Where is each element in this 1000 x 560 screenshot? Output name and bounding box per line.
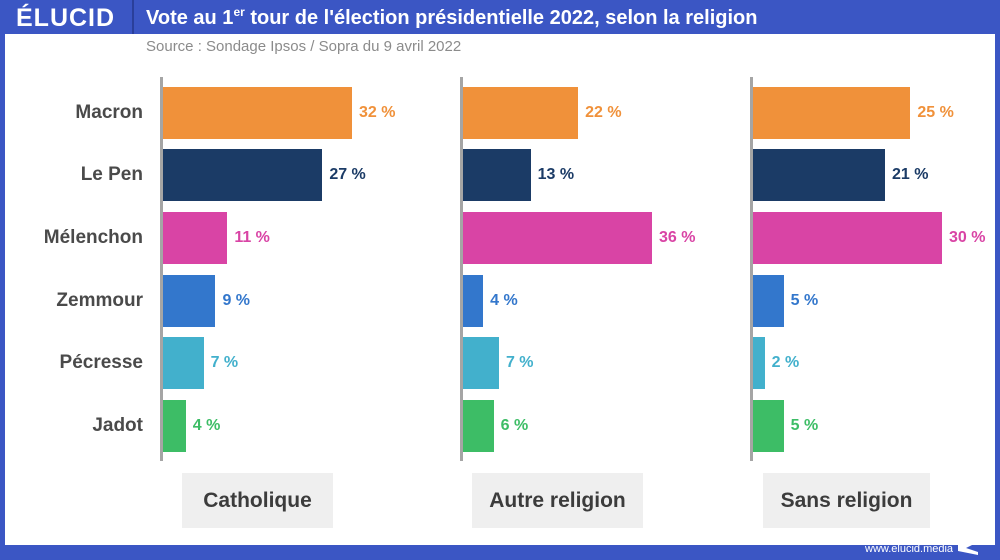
value-label-catholique-le-pen: 27 % [329,166,366,183]
value-label-sans-religion-macron: 25 % [917,104,954,121]
value-label-sans-religion-le-pen: 21 % [892,166,929,183]
candidate-label-melenchon: Mélenchon [43,227,143,248]
footer-url[interactable]: www.elucid.media [865,543,954,555]
bar-autre-religion-pecresse [462,337,499,389]
candidate-label-macron: Macron [75,102,143,123]
title-prefix: Vote au 1 [146,7,234,29]
bar-catholique-pecresse [162,337,204,389]
candidate-label-le-pen: Le Pen [80,164,143,185]
bar-sans-religion-le-pen [752,149,885,201]
bar-catholique-zemmour [162,275,216,327]
elucid-flag-icon [958,540,978,555]
candidate-label-pecresse: Pécresse [59,352,143,373]
candidate-label-zemmour: Zemmour [56,290,143,311]
candidate-label-jadot: Jadot [92,415,143,436]
panel-label-autre-religion: Autre religion [472,473,643,528]
chart-source: Source : Sondage Ipsos / Sopra du 9 avri… [146,38,462,55]
value-label-sans-religion-melenchon: 30 % [949,229,986,246]
panel-label-catholique: Catholique [182,473,333,528]
bar-autre-religion-macron [462,87,579,139]
bar-autre-religion-zemmour [462,275,484,327]
chart-title: Vote au 1er tour de l'élection président… [146,3,757,33]
bar-sans-religion-pecresse [752,337,765,389]
bar-sans-religion-zemmour [752,275,784,327]
title-superscript: er [233,5,245,19]
value-label-catholique-macron: 32 % [359,104,396,121]
bar-autre-religion-jadot [462,400,494,452]
elucid-logo: ÉLUCID [16,4,116,32]
bar-sans-religion-macron [752,87,911,139]
title-suffix: tour de l'élection présidentielle 2022, … [244,7,758,29]
axis-line-sans-religion [750,77,753,461]
value-label-autre-religion-pecresse: 7 % [505,354,534,371]
axis-line-catholique [160,77,163,461]
bar-sans-religion-jadot [752,400,784,452]
bar-catholique-macron [162,87,352,139]
value-label-catholique-zemmour: 9 % [222,292,251,309]
bar-autre-religion-melenchon [462,212,652,264]
value-label-autre-religion-jadot: 6 % [500,417,529,434]
panel-label-sans-religion: Sans religion [763,473,930,528]
value-label-sans-religion-pecresse: 2 % [771,354,800,371]
value-label-sans-religion-jadot: 5 % [790,417,819,434]
bar-autre-religion-le-pen [462,149,531,201]
value-label-catholique-melenchon: 11 % [234,229,270,246]
value-label-catholique-jadot: 4 % [192,417,221,434]
value-label-sans-religion-zemmour: 5 % [790,292,819,309]
value-label-catholique-pecresse: 7 % [210,354,239,371]
bar-catholique-le-pen [162,149,323,201]
header-bar: ÉLUCID Vote au 1er tour de l'élection pr… [0,0,1000,36]
value-label-autre-religion-melenchon: 36 % [659,229,696,246]
bar-sans-religion-melenchon [752,212,942,264]
logo-divider [132,0,134,36]
value-label-autre-religion-le-pen: 13 % [537,166,575,183]
value-label-autre-religion-macron: 22 % [585,104,622,121]
axis-line-autre-religion [460,77,463,461]
bar-catholique-melenchon [162,212,228,264]
bar-catholique-jadot [162,400,186,452]
value-label-autre-religion-zemmour: 4 % [490,292,518,309]
